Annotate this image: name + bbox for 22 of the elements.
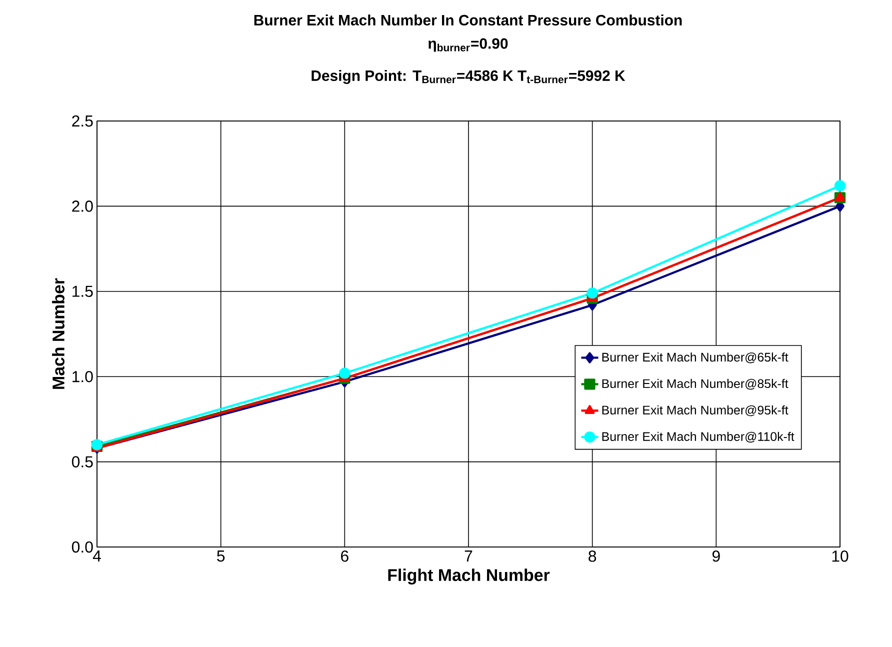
legend-label: Burner Exit Mach Number@95k-ft <box>602 405 788 416</box>
legend-label: Burner Exit Mach Number@65k-ft <box>602 352 788 364</box>
x-tick-label: 9 <box>712 550 720 562</box>
x-tick-label: 6 <box>341 550 348 562</box>
chart-subtitle: η$_{burner}$=0.90 <box>428 38 508 52</box>
x-tick-label: 10 <box>832 550 848 562</box>
y-tick-label: 0.0 <box>72 541 93 553</box>
legend-label: Burner Exit Mach Number@110k-ft <box>602 432 794 443</box>
chart-title: Burner Exit Mach Number In Constant Pressure Combustion <box>254 14 682 26</box>
x-tick-label: 8 <box>588 550 596 562</box>
y-tick-label: 2.0 <box>72 200 93 212</box>
x-tick-label: 4 <box>92 550 101 562</box>
x-tick-label: 7 <box>464 550 472 562</box>
legend-label: Burner Exit Mach Number@85k-ft <box>602 378 788 390</box>
y-tick-label: 1.5 <box>72 286 93 297</box>
text: Design Point: T$_{Burner}$=4586 K T$_{t-Burner}$=5992 K <box>312 70 626 84</box>
y-tick-label: 0.5 <box>72 456 93 468</box>
x-tick-label: 5 <box>217 550 225 562</box>
x-axis-title: Flight Mach Number <box>388 568 550 585</box>
y-axis-title: Mach Number <box>52 278 64 389</box>
y-tick-label: 2.5 <box>72 115 93 127</box>
y-tick-label: 1.0 <box>72 370 93 382</box>
